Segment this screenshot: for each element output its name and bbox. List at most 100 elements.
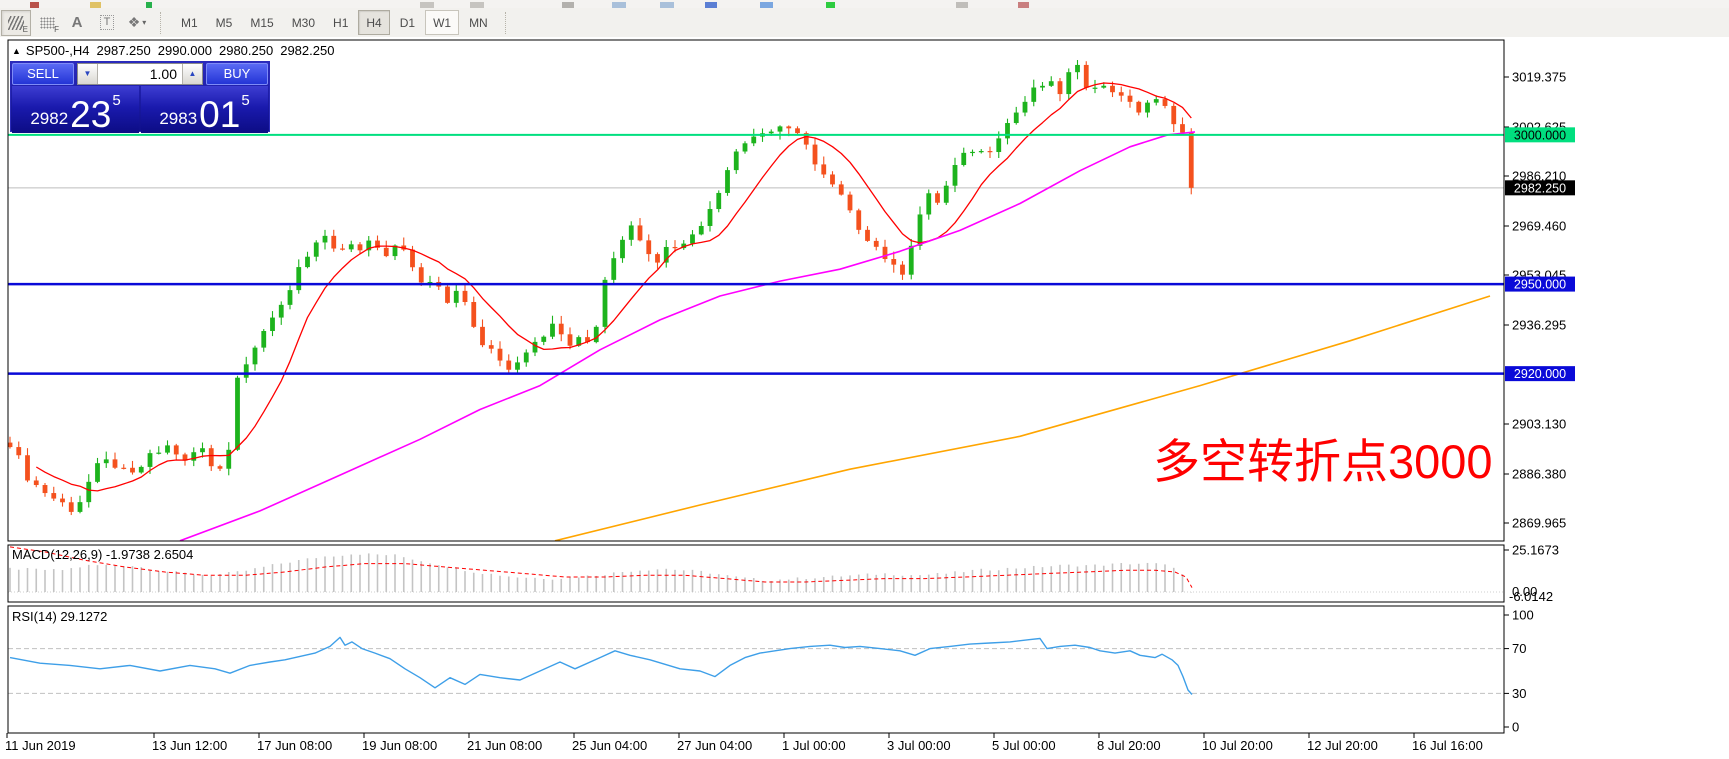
sell-button[interactable]: SELL [12,62,74,85]
panel-frames [7,39,1505,734]
svg-text:13 Jun 12:00: 13 Jun 12:00 [152,738,227,753]
toolbar-grip[interactable] [160,11,167,34]
trade-controls-row: SELL ▼ 1.00 ▲ BUY [11,62,269,85]
volume-input[interactable]: 1.00 [98,63,182,84]
sell-price-tile[interactable]: 2982 23 5 [12,86,139,133]
clipped-icon [90,2,101,8]
svg-text:3000.000: 3000.000 [1514,128,1566,142]
buy-price-pip: 5 [241,92,250,109]
rsi-label: RSI(14) 29.1272 [12,609,108,624]
svg-text:2886.380: 2886.380 [1512,466,1566,481]
timeframe-d1[interactable]: D1 [399,15,416,30]
indicators-icon[interactable]: E [1,9,31,36]
main-price-panel [8,60,1504,541]
macd-histogram [9,553,1193,593]
svg-text:2920.000: 2920.000 [1514,367,1566,381]
sell-price-big-figure: 2982 [30,109,69,128]
macd-signal-line [9,546,1193,588]
volume-increase-button[interactable]: ▲ [182,63,202,84]
level-price-badge: 2920.000 [1505,366,1575,382]
clipped-icon [1018,2,1029,8]
quote-close: 2982.250 [280,43,335,58]
clipped-icon [470,2,484,8]
drawing-tools-group: E F A T ❖ ▾ [0,9,152,36]
clipped-icon [956,2,968,8]
time-axis[interactable]: 11 Jun 2019 13 Jun 12:00 17 Jun 08:00 19 Ju… [5,733,1483,753]
sell-price-points: 23 [70,93,112,135]
svg-text:25.1673: 25.1673 [1512,542,1559,557]
toolbar-grip[interactable] [504,11,512,34]
svg-text:1 Jul 00:00: 1 Jul 00:00 [782,738,846,753]
timeframe-w1[interactable]: W1 [425,10,460,35]
chart-title-bar: ▲ SP500-,H4 2987.250 2990.000 2980.250 2982.2… [12,43,334,58]
clipped-icon [760,2,773,8]
level-price-badge: 2950.000 [1505,276,1575,292]
timeframe-h1[interactable]: H1 [333,15,349,30]
svg-text:3019.375: 3019.375 [1512,70,1566,85]
svg-text:2869.965: 2869.965 [1512,515,1566,530]
grid-icon[interactable]: F [33,11,61,35]
clipped-icon [30,2,39,8]
svg-text:8 Jul 20:00: 8 Jul 20:00 [1097,738,1161,753]
svg-text:0: 0 [1512,720,1519,735]
rsi-plot [8,636,1504,695]
svg-text:70: 70 [1512,641,1526,656]
horizontal-level-lines[interactable] [8,133,1504,375]
clipped-icon [420,2,434,8]
timeframe-m15[interactable]: M15 [250,15,274,30]
svg-text:2982.250: 2982.250 [1514,181,1566,195]
chart-text-annotation[interactable]: 多空转折点3000 [1153,435,1493,488]
clipped-icon [612,2,626,8]
timeframe-m1[interactable]: M1 [181,15,198,30]
svg-text:17 Jun 08:00: 17 Jun 08:00 [257,738,332,753]
quote-open: 2987.250 [96,43,151,58]
svg-text:3 Jul 00:00: 3 Jul 00:00 [887,738,951,753]
macd-axis[interactable]: 25.1673 0.00-6.0142 [1504,542,1559,604]
buy-price-points: 01 [199,93,241,135]
volume-decrease-button[interactable]: ▼ [78,63,98,84]
clipped-icon [705,2,717,8]
quote-high: 2990.000 [157,43,212,58]
volume-stepper: ▼ 1.00 ▲ [77,62,203,85]
svg-text:2969.460: 2969.460 [1512,218,1566,233]
rsi-axis[interactable]: 100 70 30 0 [1504,608,1534,735]
timeframe-m5[interactable]: M5 [215,15,233,30]
up-arrow-icon: ▲ [188,69,197,78]
panel-backgrounds [8,40,1504,733]
chart-window: 3019.375 3002.625 2986.210 2969.460 2953.045… [0,37,1729,759]
current-price-badge: 2982.250 [1505,180,1575,196]
buy-price-big-figure: 2983 [159,109,198,128]
svg-text:5 Jul 00:00: 5 Jul 00:00 [992,738,1056,753]
macd-plot [8,546,1504,593]
svg-text:11 Jun 2019: 11 Jun 2019 [5,738,76,753]
svg-text:12 Jul 20:00: 12 Jul 20:00 [1307,738,1378,753]
chart-toolbar: E F A T ❖ ▾ M1 M5 M15 M30 H1 H4 D1 W1 MN [0,8,1729,38]
level-price-badge: 3000.000 [1505,127,1575,143]
sell-price-pip: 5 [112,92,121,109]
draw-objects-icon[interactable]: ❖ ▾ [127,14,147,30]
collapse-arrow-icon[interactable]: ▲ [12,46,21,56]
chart-canvas[interactable]: 3019.3753002.6252986.2102969.4602953.045… [0,37,1729,759]
timeframe-mn[interactable]: MN [469,15,488,30]
text-label-icon[interactable]: A [71,14,83,31]
svg-text:19 Jun 08:00: 19 Jun 08:00 [362,738,437,753]
timeframe-h4[interactable]: H4 [358,10,390,35]
text-box-icon[interactable]: T [93,11,121,35]
svg-text:2936.295: 2936.295 [1512,317,1566,332]
moving-average-lines [35,82,1491,541]
svg-text:-6.0142: -6.0142 [1509,589,1553,604]
svg-text:25 Jun 04:00: 25 Jun 04:00 [572,738,647,753]
buy-button[interactable]: BUY [206,62,268,85]
timeframe-m30[interactable]: M30 [291,15,316,30]
timeframe-group: M1 M5 M15 M30 H1 H4 D1 W1 MN [172,10,497,35]
price-axis[interactable]: 3019.3753002.6252986.2102969.4602953.045… [1504,70,1575,531]
one-click-trading-panel: SELL ▼ 1.00 ▲ BUY 2982 23 5 2983 01 5 [10,61,270,133]
down-arrow-icon: ▼ [83,69,92,78]
svg-text:2986.210: 2986.210 [1512,169,1566,184]
clipped-icon [146,2,152,8]
buy-price-tile[interactable]: 2983 01 5 [141,86,268,133]
svg-text:16 Jul 16:00: 16 Jul 16:00 [1412,738,1483,753]
clipped-icon [660,2,674,8]
svg-text:27 Jun 04:00: 27 Jun 04:00 [677,738,752,753]
